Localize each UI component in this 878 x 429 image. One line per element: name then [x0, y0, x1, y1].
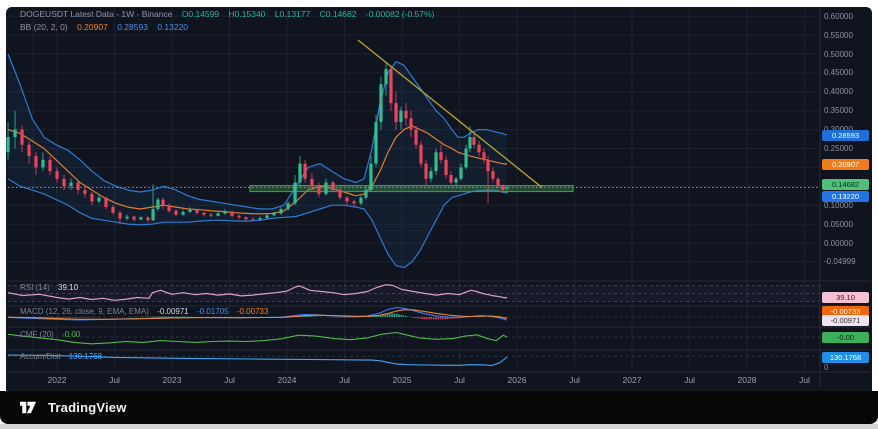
macd-pane-legend[interactable]: MACD (12, 26, close, 9, EMA, EMA) -0.009…	[20, 307, 274, 316]
bottom-strip	[0, 424, 878, 429]
ohlc-change: -0.00082 (-0.57%)	[365, 9, 435, 19]
bb-basis-value: 0.20907	[77, 22, 108, 32]
time-axis-label: Jul	[109, 375, 120, 385]
time-axis-label: Jul	[339, 375, 350, 385]
bb-lower-badge: 0.13220	[822, 190, 869, 202]
accdist-axis-zero-label: 0	[824, 363, 829, 372]
macd-hist-badge: -0.00971	[822, 315, 869, 326]
trendline-layer	[357, 39, 543, 188]
price-axis-label: 0.10000	[824, 200, 853, 210]
time-axis-label: 2024	[277, 375, 297, 385]
time-axis-label: Jul	[454, 375, 465, 385]
price-axis-label: 0.40000	[824, 87, 853, 97]
ad-badge: 130.1768	[822, 351, 869, 363]
time-axis-label: Jul	[799, 375, 810, 385]
price-axis-label: 0.45000	[824, 68, 853, 78]
time-axis-label: 2027	[622, 375, 642, 385]
cmf-value: -0.00	[62, 330, 81, 339]
bb-indicator-label: BB (20, 2, 0)	[20, 22, 68, 32]
grid-layer	[8, 8, 870, 388]
symbol-title: DOGEUSDT Latest Data - 1W - Binance	[20, 9, 173, 19]
price-axis-label: 0.50000	[824, 49, 853, 59]
tradingview-brand[interactable]: TradingView	[48, 400, 127, 415]
price-chart-canvas[interactable]	[0, 0, 878, 392]
support-zone-layer	[8, 185, 820, 193]
price-axis-label: 0.05000	[824, 219, 853, 229]
accdist-value: 130.1768	[68, 352, 103, 361]
accdist-pane-legend[interactable]: Accum/Dist 130.1768	[20, 352, 108, 361]
cmf-layer	[7, 331, 508, 345]
bb-basis-badge: 0.20907	[822, 158, 869, 170]
price-axis-label: 0.60000	[824, 11, 853, 21]
macd-label: MACD (12, 26, close, 9, EMA, EMA)	[20, 307, 149, 316]
accdist-layer	[7, 354, 508, 367]
footer-bar: TradingView	[0, 391, 878, 424]
last-price-badge: 0.14682	[822, 179, 869, 190]
time-axis-label: 2028	[737, 375, 757, 385]
bollinger-layer	[7, 53, 508, 269]
candles-layer	[6, 61, 509, 225]
cmf-label: CMF (20)	[20, 330, 54, 339]
macd-hist-value: -0.00971	[157, 307, 189, 316]
macd-signal-value: -0.00733	[236, 307, 269, 316]
time-axis-label: Jul	[684, 375, 695, 385]
time-axis-label: 2022	[47, 375, 67, 385]
price-axis-label: 0.55000	[824, 30, 853, 40]
chart-legend-bb-row[interactable]: BB (20, 2, 0) 0.20907 0.28593 0.13220	[20, 22, 195, 32]
rsi-label: RSI (14)	[20, 283, 50, 292]
macd-signal-badge: -0.00733	[822, 306, 869, 317]
macd-line-value: -0.01705	[197, 307, 229, 316]
rsi-pane-legend[interactable]: RSI (14) 39.10	[20, 283, 84, 292]
rsi-line-layer	[7, 284, 508, 301]
chart-legend-symbol-row[interactable]: DOGEUSDT Latest Data - 1W - Binance O0.1…	[20, 9, 441, 19]
rsi-band-layer	[8, 285, 820, 357]
price-axis-label: -0.04999	[824, 257, 856, 267]
time-axis-label: Jul	[224, 375, 235, 385]
price-axis-label: 0.35000	[824, 106, 853, 116]
ohlc-open: O0.14599	[181, 9, 220, 19]
bb-upper-value: 0.28593	[117, 22, 148, 32]
time-axis-label: Jul	[569, 375, 580, 385]
price-axis-label: 0.00000	[824, 238, 853, 248]
cmf-badge: -0.00	[822, 332, 869, 343]
price-axis-label: 0.25000	[824, 144, 853, 153]
time-axis-label: 2026	[507, 375, 527, 385]
accdist-label: Accum/Dist	[20, 352, 61, 361]
ohlc-low: L0.13177	[274, 9, 311, 19]
bb-lower-value: 0.13220	[157, 22, 189, 32]
tradingview-logo-icon[interactable]	[16, 400, 40, 415]
time-axis-label: 2025	[392, 375, 412, 385]
time-axis-label: 2023	[162, 375, 182, 385]
ohlc-high: H0.15340	[228, 9, 266, 19]
rsi-badge: 39.10	[822, 291, 869, 303]
macd-layer	[7, 307, 508, 321]
rsi-value: 39.10	[58, 283, 79, 292]
ohlc-close: C0.14682	[319, 9, 357, 19]
cmf-pane-legend[interactable]: CMF (20) -0.00	[20, 330, 86, 339]
bb-upper-badge: 0.28593	[822, 129, 869, 141]
